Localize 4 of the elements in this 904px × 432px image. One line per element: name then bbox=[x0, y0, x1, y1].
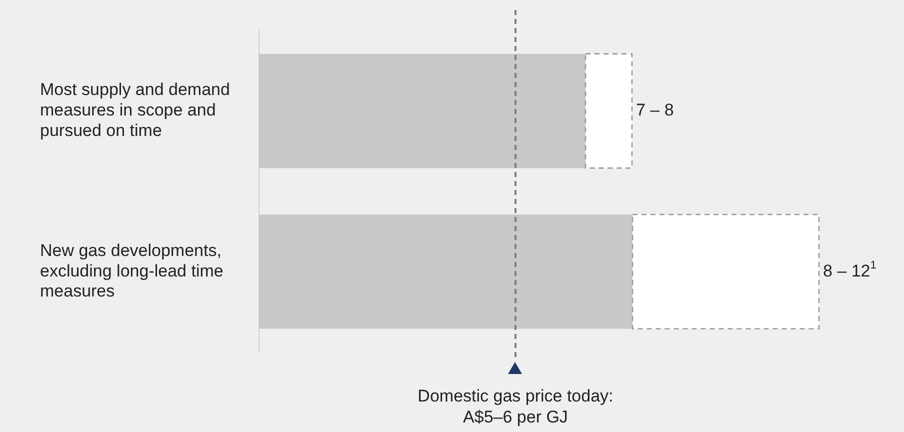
text: 7 – 8 bbox=[636, 100, 674, 120]
y-tick-label: Most supply and demand measures in scope and pursued on time bbox=[40, 80, 230, 140]
ref-line-label: Domestic gas price today: A$5–6 per GJ bbox=[418, 386, 614, 427]
y-tick-label: New gas developments, excluding long-lead time measures bbox=[40, 240, 224, 301]
